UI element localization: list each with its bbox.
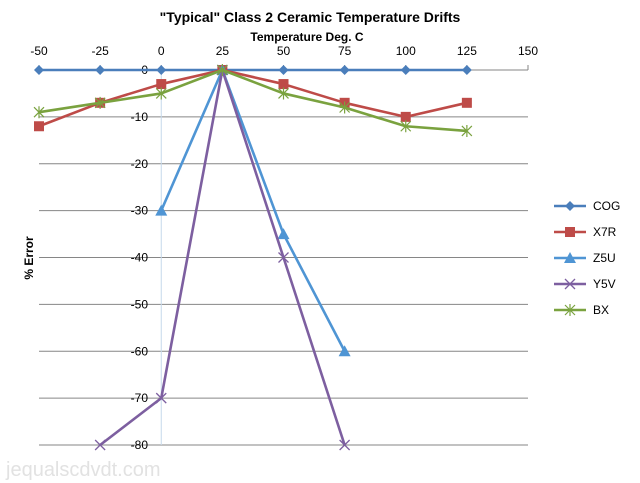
legend-marker-cog — [565, 201, 575, 211]
data-point-cog — [34, 65, 44, 75]
watermark-text: jequalscdvdt.com — [5, 459, 161, 481]
data-point-cog — [278, 65, 289, 75]
y-tick-label: -60 — [131, 344, 149, 358]
legend-label-z5u: Z5U — [593, 251, 616, 265]
x-tick-label: 125 — [457, 44, 477, 58]
y-tick-label: -30 — [131, 204, 149, 218]
legend-label-x7r: X7R — [593, 225, 617, 239]
legend-marker-y5v — [564, 278, 576, 290]
y-tick-label: -40 — [131, 251, 149, 265]
data-point-z5u — [338, 345, 351, 357]
data-point-x7r — [400, 111, 411, 122]
data-point-cog — [400, 65, 411, 75]
legend-label-bx: BX — [593, 303, 609, 317]
legend-marker-bx — [564, 304, 576, 316]
data-point-y5v — [94, 439, 106, 451]
data-point-bx — [461, 124, 473, 137]
data-point-bx — [278, 87, 289, 100]
x-tick-label: 150 — [518, 44, 538, 58]
y-tick-label: -80 — [131, 438, 149, 452]
gridlines — [39, 116, 528, 446]
legend-marker-z5u — [564, 252, 576, 263]
y-axis-title: % Error — [22, 236, 36, 280]
x-tick-label: 0 — [158, 44, 165, 58]
legend-label-cog: COG — [593, 199, 620, 213]
data-point-y5v — [339, 439, 351, 451]
x-tick-label: 25 — [216, 44, 230, 58]
data-point-x7r — [278, 79, 289, 90]
data-point-cog — [461, 65, 472, 75]
legend-label-y5v: Y5V — [593, 277, 616, 291]
data-point-bx — [94, 96, 106, 109]
y-tick-label: -50 — [131, 297, 149, 311]
data-point-x7r — [34, 121, 44, 132]
series-line-z5u — [160, 68, 346, 352]
legend: COG X7R Z5U Y5V BX — [554, 199, 620, 317]
chart-title: "Typical" Class 2 Ceramic Temperature Dr… — [160, 9, 461, 25]
x-tick-label: 100 — [396, 44, 416, 58]
data-point-bx — [400, 120, 412, 133]
x-axis-title: Temperature Deg. C — [250, 30, 363, 44]
data-point-cog — [339, 65, 350, 75]
series-line-bx — [38, 68, 467, 133]
data-point-x7r — [461, 97, 472, 108]
data-point-bx — [155, 87, 167, 100]
y-tick-label: -70 — [131, 391, 149, 405]
series-line-x7r — [38, 68, 468, 128]
data-point-z5u — [155, 204, 168, 216]
x-tick-label: -50 — [30, 44, 48, 58]
data-point-cog — [156, 65, 167, 75]
x-tick-label: 75 — [338, 44, 352, 58]
data-point-y5v — [278, 252, 289, 263]
y-tick-label: -10 — [131, 110, 149, 124]
data-point-bx — [339, 101, 351, 114]
data-point-x7r — [156, 79, 167, 90]
legend-marker-x7r — [565, 227, 575, 237]
y-tick-label: -20 — [131, 157, 149, 171]
x-tick-label: 50 — [277, 44, 291, 58]
data-point-z5u — [277, 228, 290, 240]
plot-series — [33, 64, 473, 451]
data-point-y5v — [155, 392, 167, 404]
x-tick-label: -25 — [91, 44, 109, 58]
data-point-cog — [95, 65, 106, 75]
data-point-bx — [216, 64, 228, 76]
data-point-bx — [33, 106, 45, 119]
